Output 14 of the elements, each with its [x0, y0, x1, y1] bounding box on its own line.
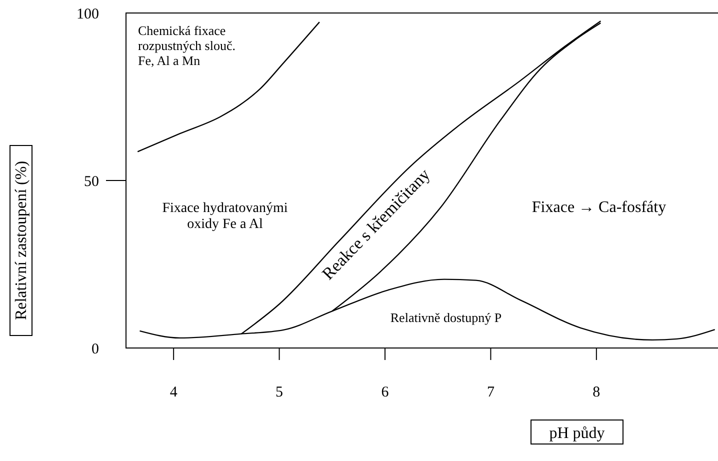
annotation: Fixace hydratovanými oxidy Fe a Al [162, 201, 288, 232]
annotation: Relativně dostupný P [390, 310, 502, 325]
y-tick-label: 50 [84, 174, 99, 190]
y-tick-label: 100 [76, 6, 99, 22]
x-tick-label: 5 [276, 384, 284, 401]
annotation: Fixace → Ca-fosfáty [532, 199, 666, 216]
x-tick-label: 4 [170, 384, 178, 401]
annotation: Chemická fixace rozpustných slouč. Fe, Al a Mn [138, 23, 236, 68]
y-axis-title: Relativní zastoupení (%) [13, 160, 30, 320]
y-tick-label: 0 [92, 341, 99, 358]
x-tick-label: 7 [486, 384, 495, 401]
x-axis-title: pH půdy [549, 425, 605, 442]
x-tick-label: 6 [381, 384, 390, 401]
x-tick-label: 8 [592, 384, 600, 401]
